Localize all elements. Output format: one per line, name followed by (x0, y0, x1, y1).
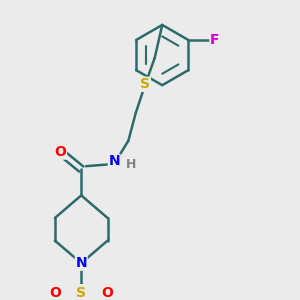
Text: O: O (55, 145, 67, 159)
Text: S: S (140, 77, 150, 91)
Text: O: O (102, 286, 114, 300)
Text: N: N (75, 256, 87, 270)
Text: H: H (126, 158, 136, 171)
Text: N: N (108, 154, 120, 169)
Text: S: S (76, 286, 86, 300)
Text: O: O (49, 286, 61, 300)
Text: F: F (210, 33, 220, 47)
